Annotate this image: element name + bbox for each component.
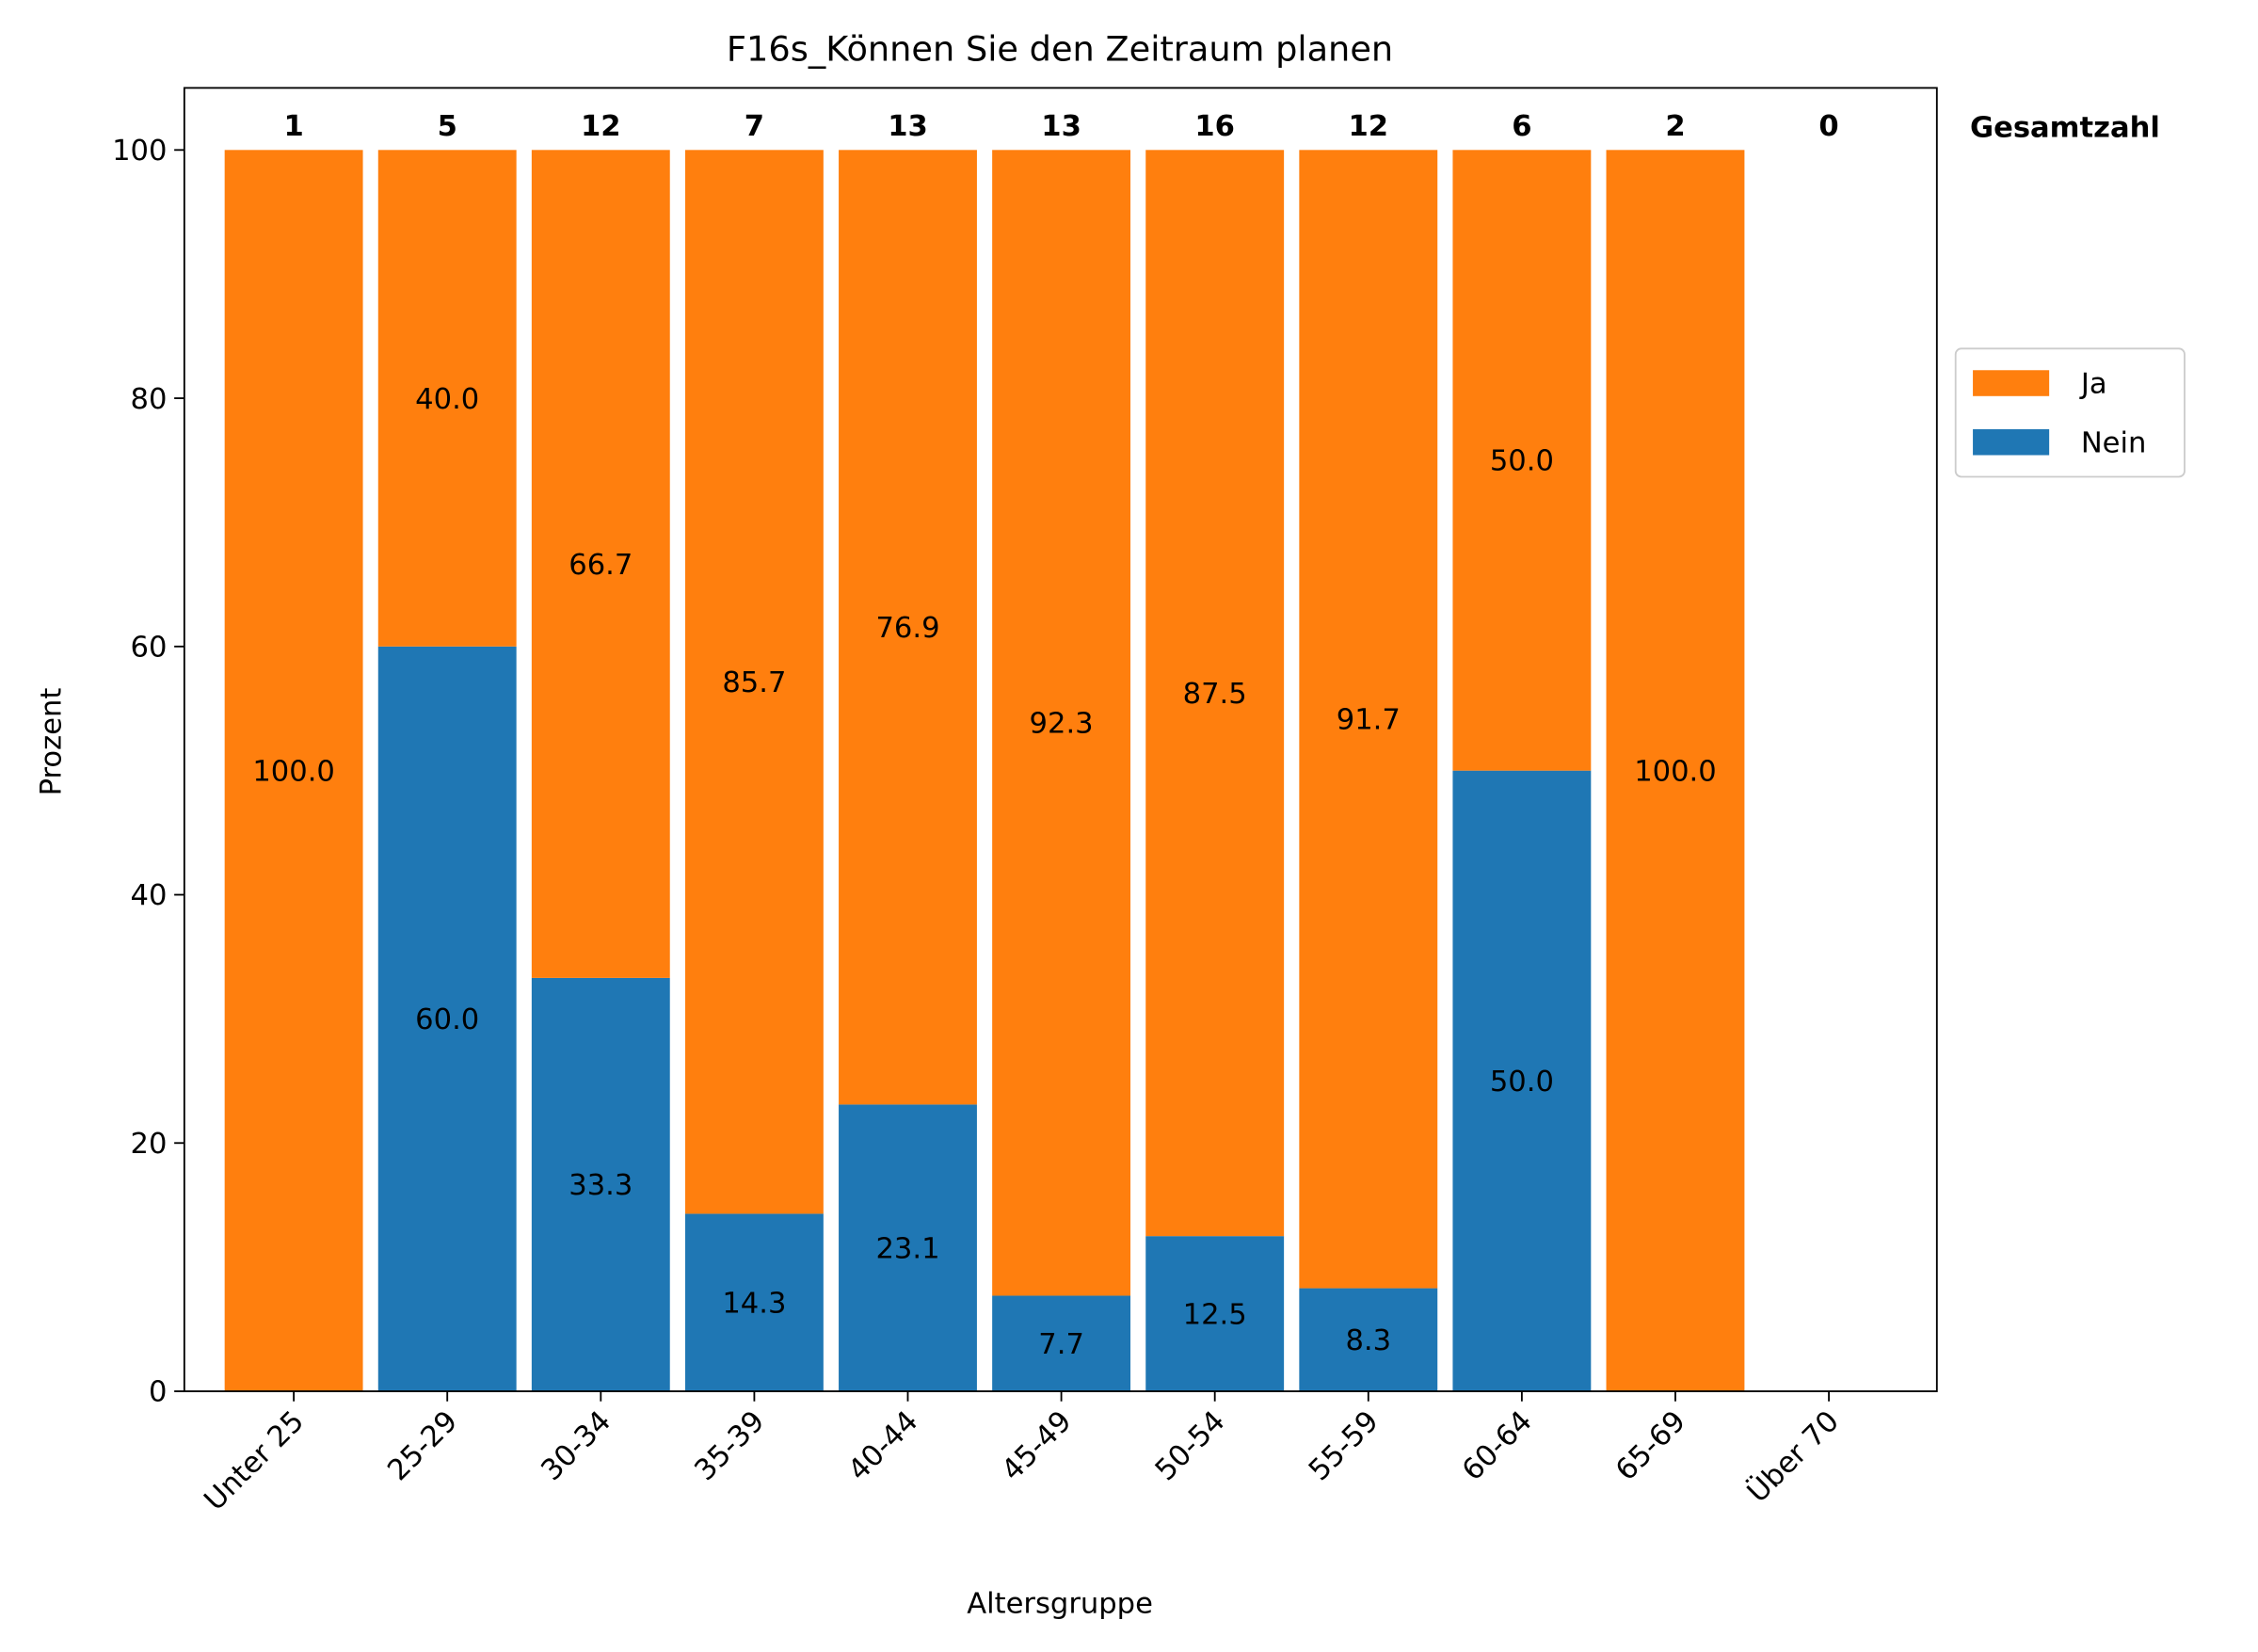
- bar-segment: [992, 150, 1131, 1296]
- data-label: 76.9: [875, 612, 939, 645]
- bar-segment: [684, 150, 824, 1214]
- y-tick-label: 40: [131, 879, 168, 912]
- total-label: 12: [581, 110, 621, 143]
- data-label: 100.0: [1634, 755, 1717, 788]
- data-label: 23.1: [875, 1232, 939, 1265]
- legend-swatch: [1973, 370, 2050, 396]
- y-axis-label: Prozent: [35, 688, 68, 796]
- legend-label: Nein: [2081, 426, 2147, 459]
- bar-segment: [839, 150, 977, 1105]
- y-tick-label: 0: [149, 1376, 167, 1409]
- total-label: 13: [888, 110, 928, 143]
- data-label: 87.5: [1183, 678, 1247, 711]
- x-tick-label: 60-64: [1456, 1405, 1539, 1488]
- x-tick-label: Über 70: [1740, 1403, 1846, 1509]
- data-label: 40.0: [415, 383, 479, 416]
- bar-segment: [224, 150, 363, 1392]
- total-label: 2: [1665, 110, 1685, 143]
- data-label: 50.0: [1490, 445, 1554, 478]
- x-tick-label: 35-39: [689, 1405, 772, 1488]
- bar-segment: [1299, 1288, 1438, 1392]
- legend-swatch: [1973, 428, 2050, 456]
- data-label: 100.0: [252, 755, 335, 788]
- x-axis-label: Altersgruppe: [967, 1588, 1153, 1621]
- data-label: 66.7: [569, 549, 633, 582]
- data-label: 33.3: [569, 1169, 633, 1202]
- total-label: 12: [1349, 110, 1389, 143]
- data-label: 12.5: [1183, 1298, 1247, 1331]
- bar-segment: [377, 150, 517, 647]
- bar-segment: [992, 1295, 1131, 1392]
- data-label: 14.3: [722, 1287, 786, 1320]
- legend-label: Ja: [2079, 368, 2107, 401]
- bar-segment: [684, 1213, 824, 1392]
- total-label: 5: [438, 110, 457, 143]
- bar-segment: [1452, 770, 1592, 1392]
- bar-segment: [377, 646, 517, 1392]
- y-tick-label: 20: [131, 1128, 168, 1161]
- bar-segment: [1299, 150, 1438, 1289]
- bar-segment: [1452, 150, 1592, 771]
- bar-segment: [1145, 1236, 1285, 1392]
- bar-segment: [1145, 150, 1285, 1237]
- y-tick-label: 100: [112, 135, 167, 168]
- x-tick-label: 30-34: [536, 1405, 618, 1488]
- bar-segment: [839, 1104, 977, 1392]
- x-tick-label: 50-54: [1149, 1405, 1232, 1488]
- bar-segment: [531, 977, 670, 1392]
- x-tick-label: 65-69: [1609, 1405, 1692, 1488]
- data-label: 7.7: [1038, 1328, 1084, 1361]
- y-tick-label: 60: [131, 632, 168, 665]
- chart-title: F16s_Können Sie den Zeitraum planen: [727, 28, 1393, 69]
- total-label: 0: [1818, 110, 1838, 143]
- x-tick-label: 25-29: [382, 1405, 465, 1488]
- data-label: 60.0: [415, 1003, 479, 1036]
- legend-box: [1954, 347, 2186, 478]
- total-label: 16: [1194, 110, 1235, 143]
- total-label: 7: [745, 110, 764, 143]
- data-label: 50.0: [1490, 1066, 1554, 1099]
- total-label: 6: [1512, 110, 1531, 143]
- totals-title: Gesamtzahl: [1970, 111, 2160, 144]
- total-label: 13: [1041, 110, 1081, 143]
- x-tick-label: 55-59: [1303, 1405, 1385, 1488]
- x-tick-label: 40-44: [842, 1405, 925, 1488]
- data-label: 85.7: [722, 666, 786, 699]
- data-label: 8.3: [1345, 1324, 1391, 1357]
- bar-segment: [531, 150, 670, 978]
- total-label: 1: [283, 110, 303, 143]
- data-label: 92.3: [1030, 708, 1094, 741]
- bar-segment: [1606, 150, 1745, 1392]
- data-label: 91.7: [1337, 704, 1401, 737]
- y-tick-label: 80: [131, 383, 168, 416]
- x-tick-label: Unter 25: [199, 1405, 311, 1517]
- x-tick-label: 45-49: [996, 1405, 1079, 1488]
